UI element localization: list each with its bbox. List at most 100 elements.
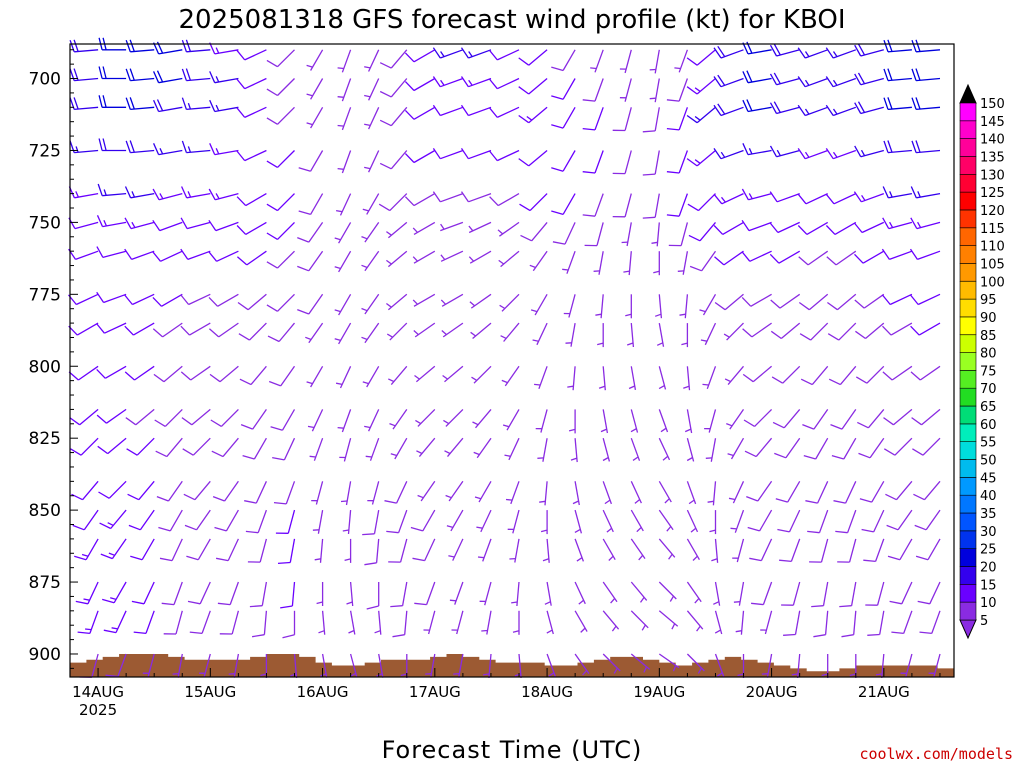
wind-barb xyxy=(779,538,801,563)
wind-barb xyxy=(364,538,380,566)
wind-barb xyxy=(798,250,829,266)
wind-barb xyxy=(839,581,857,608)
wind-barb xyxy=(714,293,744,311)
wind-barb xyxy=(96,291,127,304)
wind-barb xyxy=(379,150,408,170)
wind-barb xyxy=(727,437,745,460)
wind-barb xyxy=(584,222,604,247)
wind-barb xyxy=(713,74,744,88)
terrain xyxy=(70,654,954,677)
wind-barb xyxy=(518,78,548,95)
wind-barb xyxy=(683,366,691,391)
wind-barb xyxy=(432,148,464,160)
wind-barb xyxy=(453,653,464,678)
wind-barb xyxy=(689,250,717,272)
colorbar-label: 45 xyxy=(980,471,997,486)
wind-barb xyxy=(379,78,408,98)
wind-barb xyxy=(440,293,464,307)
wind-barb xyxy=(282,610,296,639)
wind-barb xyxy=(658,509,674,532)
wind-barb xyxy=(404,106,436,120)
wind-barb xyxy=(883,437,913,456)
colorbar-swatch xyxy=(959,245,977,264)
colorbar-label: 50 xyxy=(980,454,997,469)
wind-barb xyxy=(602,610,620,632)
wind-barb xyxy=(468,221,492,234)
wind-barb xyxy=(152,322,183,338)
wind-barb xyxy=(598,366,606,391)
wind-barb xyxy=(642,150,660,176)
wind-barb xyxy=(891,610,913,635)
wind-barb xyxy=(306,49,324,71)
wind-barb xyxy=(348,610,356,635)
wind-barb xyxy=(742,143,772,156)
wind-barb xyxy=(875,653,885,678)
wind-barb xyxy=(551,150,576,172)
colorbar-label: 5 xyxy=(980,614,988,629)
wind-barb xyxy=(362,365,380,388)
x-tick-label: 14AUG xyxy=(72,683,124,701)
wind-barb xyxy=(367,481,380,505)
colorbar-label: 75 xyxy=(980,364,997,379)
wind-barb xyxy=(666,78,689,102)
wind-barb xyxy=(799,322,829,341)
wind-barb xyxy=(306,365,324,388)
wind-barb xyxy=(379,49,408,69)
wind-barb xyxy=(251,610,268,638)
wind-barb xyxy=(181,408,211,426)
wind-barb xyxy=(69,408,99,426)
wind-barb xyxy=(386,221,408,239)
wind-barb xyxy=(379,106,408,127)
wind-barb xyxy=(623,251,632,276)
wind-barb xyxy=(124,186,155,199)
wind-barb xyxy=(239,365,267,386)
wind-barb xyxy=(769,250,801,264)
wind-barb xyxy=(791,653,801,678)
x-tick-label: 16AUG xyxy=(297,683,349,701)
wind-barb xyxy=(97,183,127,197)
wind-barb xyxy=(686,150,716,167)
wind-barb xyxy=(244,481,267,504)
wind-barb xyxy=(504,437,520,461)
wind-barb xyxy=(574,653,590,676)
wind-barb xyxy=(180,217,211,230)
wind-barb xyxy=(249,581,268,608)
colorbar-swatch xyxy=(959,566,977,585)
wind-barb xyxy=(910,365,941,381)
wind-barb xyxy=(900,653,913,678)
colorbar-swatch xyxy=(959,387,977,407)
wind-barb xyxy=(532,322,548,346)
wind-barb xyxy=(563,294,576,318)
colorbar-label: 115 xyxy=(980,222,1005,237)
wind-barb xyxy=(127,480,155,501)
wind-barb xyxy=(125,140,155,154)
wind-barb xyxy=(236,250,267,266)
wind-barb xyxy=(889,581,913,605)
wind-barb xyxy=(883,68,912,82)
wind-barb xyxy=(928,653,941,678)
wind-barb xyxy=(320,653,328,678)
wind-barb xyxy=(518,106,548,124)
wind-barb xyxy=(309,437,324,461)
wind-barb xyxy=(833,481,857,504)
wind-barb xyxy=(468,250,492,264)
wind-barb xyxy=(747,509,773,532)
wind-barb xyxy=(444,437,464,458)
wind-barb xyxy=(741,188,772,201)
wind-barb xyxy=(530,293,548,316)
wind-barb xyxy=(813,610,829,638)
wind-barb xyxy=(865,581,885,606)
wind-barb xyxy=(307,409,324,432)
wind-barb xyxy=(404,149,436,164)
wind-barb xyxy=(497,221,520,237)
wind-barb xyxy=(412,250,436,264)
wind-barb xyxy=(835,509,857,534)
wind-barb xyxy=(711,538,719,563)
wind-barb xyxy=(180,293,211,306)
colorbar-label: 35 xyxy=(980,507,997,522)
wind-barb xyxy=(565,322,576,347)
wind-barb xyxy=(797,76,828,88)
wind-barb xyxy=(74,538,99,561)
wind-barb xyxy=(128,509,155,531)
wind-barb xyxy=(124,322,155,336)
